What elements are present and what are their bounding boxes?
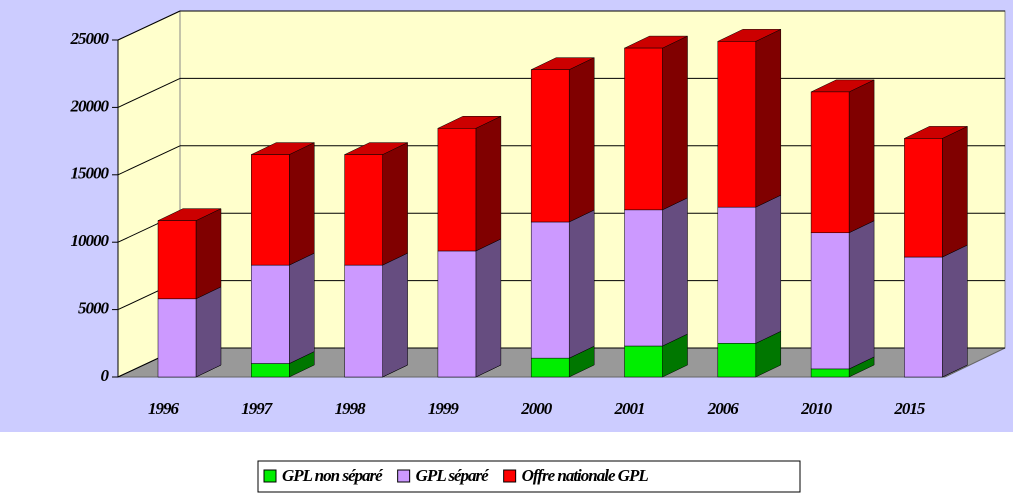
bar: [717, 343, 757, 378]
y-tick-label: 25000: [70, 29, 110, 48]
x-tick-label: 2000: [520, 399, 553, 418]
bar-side: [382, 142, 408, 266]
bar: [624, 47, 663, 211]
bar-side: [942, 244, 968, 378]
bar: [810, 232, 850, 370]
x-tick-label: 2006: [707, 399, 740, 418]
bar: [717, 206, 757, 344]
y-tick-label: 20000: [70, 96, 110, 115]
y-tick-label: 5000: [78, 299, 110, 318]
grid-line: [117, 145, 181, 176]
legend-label: Offre nationale GPL: [522, 466, 649, 485]
bar: [530, 221, 570, 359]
bar-side: [475, 238, 502, 378]
bar: [344, 264, 383, 378]
bar-side: [475, 115, 502, 252]
x-tick-label: 2001: [614, 399, 645, 418]
bar-side: [568, 209, 595, 359]
bar: [437, 128, 477, 252]
bar-side: [289, 142, 315, 266]
bar: [530, 357, 570, 378]
grid-line: [117, 77, 181, 108]
bar: [624, 209, 663, 347]
bar: [904, 138, 943, 258]
legend: GPL non séparé GPL séparé Offre nationale …: [263, 466, 649, 485]
x-tick-label: 1999: [428, 399, 460, 418]
y-tick-label: 10000: [71, 231, 110, 250]
bar: [251, 154, 290, 266]
bar: [251, 363, 290, 378]
bars: [157, 28, 968, 378]
bar: [530, 69, 570, 223]
x-tick-label: 2015: [893, 399, 926, 418]
bar: [810, 91, 850, 234]
legend-label: GPL séparé: [416, 466, 490, 485]
bar-side: [848, 220, 875, 370]
legend-swatch: [397, 469, 411, 483]
x-tick-label: 2010: [800, 399, 833, 418]
bar-side: [942, 126, 968, 258]
bar-side: [568, 57, 595, 223]
bar-side: [755, 28, 782, 208]
y-tick-label: 15000: [71, 164, 110, 183]
x-tick-label: 1997: [241, 399, 274, 418]
grid-line: [117, 10, 181, 41]
bar-side: [662, 197, 688, 347]
legend-swatch: [503, 469, 517, 483]
x-tick-label: 1996: [148, 399, 180, 418]
bar-side: [662, 35, 688, 211]
bar-side: [755, 194, 782, 344]
bar-side: [289, 252, 315, 364]
bar: [717, 41, 757, 208]
bar: [157, 220, 197, 300]
bar: [624, 345, 663, 378]
legend-label: GPL non séparé: [282, 466, 384, 485]
bar: [904, 256, 943, 378]
y-tick-label: 0: [101, 366, 110, 385]
bar: [344, 154, 383, 266]
bar: [437, 250, 477, 378]
bar: [810, 368, 850, 378]
bar-side: [195, 208, 222, 300]
bar-side: [848, 79, 875, 234]
legend-box: [257, 460, 801, 493]
legend-swatch: [263, 469, 277, 483]
x-tick-label: 1998: [335, 399, 367, 418]
bar-side: [382, 252, 408, 378]
bar-side: [195, 286, 222, 378]
labels: 0 5000 10000 15000 20000 25000 1996 1997 1998 199…: [70, 29, 927, 418]
bar: [251, 264, 290, 364]
bar: [157, 298, 197, 378]
